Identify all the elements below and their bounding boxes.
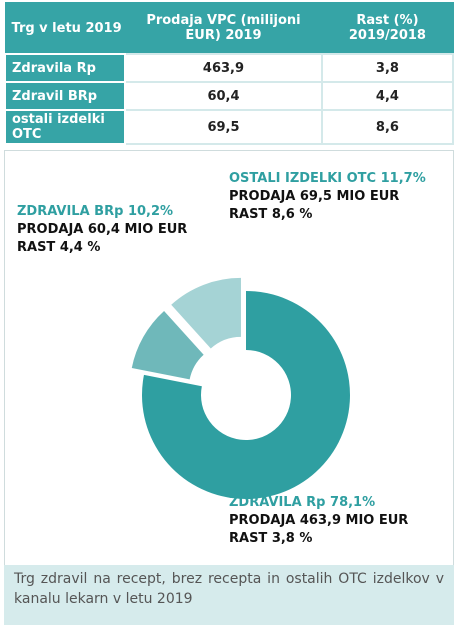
slice-label: ZDRAVILA Rp 78,1% bbox=[229, 495, 375, 510]
table-cell: 60,4 bbox=[124, 81, 323, 111]
table-cell: Zdravila Rp bbox=[3, 53, 127, 83]
table-cell: Zdravil BRp bbox=[3, 81, 127, 111]
pie-slice bbox=[171, 277, 241, 349]
pie-slice bbox=[141, 291, 351, 499]
chart: ZDRAVILA Rp 78,1% PRODAJA 463,9 MIO EUR RA… bbox=[17, 171, 426, 546]
annotation: RAST 3,8 % bbox=[229, 531, 312, 546]
data-table: Trg v letu 2019 Prodaja VPC (milijoni EU… bbox=[3, 2, 455, 145]
table-cell: ostali izdelki OTC bbox=[3, 109, 127, 145]
table-row: Zdravil BRp 60,4 4,4 bbox=[3, 81, 455, 111]
table-row: ostali izdelki OTC 69,5 8,6 bbox=[3, 109, 455, 145]
table-cell: 3,8 bbox=[320, 53, 455, 83]
pie-slice bbox=[131, 310, 204, 380]
header-cell: Prodaja VPC (milijoni EUR) 2019 bbox=[124, 2, 323, 55]
value-label: 78,1% bbox=[330, 495, 375, 510]
category-name: ZDRAVILA Rp bbox=[229, 495, 326, 510]
annotation: RAST 4,4 % bbox=[17, 240, 100, 255]
annotation: RAST 8,6 % bbox=[229, 207, 312, 222]
table-row: Zdravila Rp 463,9 3,8 bbox=[3, 53, 455, 83]
header-cell: Trg v letu 2019 bbox=[4, 2, 126, 55]
category-name: ZDRAVILA BRp bbox=[17, 204, 123, 219]
slice-label: OSTALI IZDELKI OTC 11,7% bbox=[229, 171, 426, 186]
annotation: PRODAJA 463,9 MIO EUR bbox=[229, 513, 408, 528]
table-cell: 8,6 bbox=[320, 109, 455, 145]
annotation: PRODAJA 60,4 MIO EUR bbox=[17, 222, 187, 237]
chart-box: ZDRAVILA Rp 78,1% PRODAJA 463,9 MIO EUR RA… bbox=[4, 150, 454, 566]
caption: Trg zdravil na recept, brez recepta in o… bbox=[4, 565, 454, 625]
slice-label: ZDRAVILA BRp 10,2% bbox=[17, 204, 173, 219]
value-label: 10,2% bbox=[128, 204, 173, 219]
table-cell: 69,5 bbox=[124, 109, 323, 145]
header-cell: Rast (%) 2019/2018 bbox=[321, 2, 454, 55]
value-label: 11,7% bbox=[381, 171, 426, 186]
table-cell: 4,4 bbox=[320, 81, 455, 111]
table-cell: 463,9 bbox=[124, 53, 323, 83]
annotation: PRODAJA 69,5 MIO EUR bbox=[229, 189, 399, 204]
category-name: OSTALI IZDELKI OTC bbox=[229, 171, 376, 186]
